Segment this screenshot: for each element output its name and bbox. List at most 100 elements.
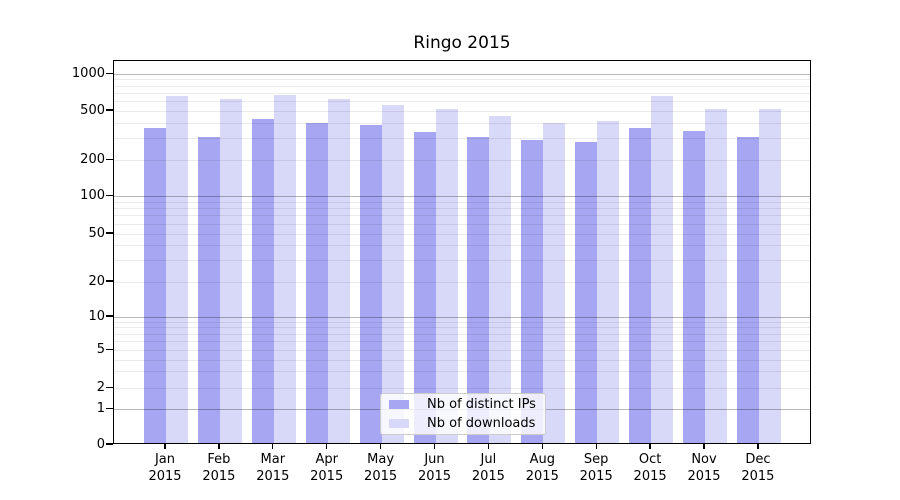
gridline-minor <box>114 260 810 262</box>
x-tick-label-may: May 2015 <box>364 452 398 484</box>
x-tick-label-dec: Dec 2015 <box>741 452 775 484</box>
x-tick-mark <box>272 444 274 449</box>
x-tick-mark <box>379 444 382 449</box>
gridline-major <box>114 316 810 318</box>
bar-ips-dec <box>736 136 759 443</box>
legend-item-downloads: Nb of downloads <box>381 414 545 433</box>
gridline-minor <box>114 110 810 112</box>
legend-label-downloads: Nb of downloads <box>427 416 536 431</box>
bar-downloads-apr <box>327 99 350 443</box>
gridline-major <box>114 73 810 75</box>
bar-downloads-mar <box>273 94 296 443</box>
plot-area: Nb of distinct IPs Nb of downloads <box>113 60 811 444</box>
x-tick-mark <box>757 444 759 449</box>
y-tick-mark <box>106 386 113 389</box>
x-tick-label-jul: Jul 2015 <box>471 452 505 484</box>
x-tick-mark <box>164 444 166 449</box>
bar-ips-mar <box>251 118 274 443</box>
gridline-minor <box>114 160 810 162</box>
legend: Nb of distinct IPs Nb of downloads <box>380 393 546 435</box>
gridline-minor <box>114 92 810 94</box>
gridline-minor <box>114 79 810 81</box>
chart-title: Ringo 2015 <box>413 33 511 53</box>
bar-ips-nov <box>683 130 705 443</box>
bar-downloads-dec <box>758 109 781 443</box>
x-tick-label-jan: Jan 2015 <box>148 452 182 484</box>
bar-downloads-sep <box>597 121 620 443</box>
gridline-minor <box>114 122 810 124</box>
legend-label-distinct-ips: Nb of distinct IPs <box>427 397 536 412</box>
y-tick-label: 1 <box>96 401 105 416</box>
x-tick-mark <box>218 444 220 449</box>
x-tick-label-sep: Sep 2015 <box>579 452 613 484</box>
x-tick-label-nov: Nov 2015 <box>687 452 721 484</box>
bar-downloads-aug <box>543 122 566 443</box>
gridline-minor <box>114 371 810 373</box>
legend-swatch-downloads <box>389 419 409 428</box>
bar-downloads-jun <box>435 109 458 443</box>
gridline-minor <box>114 85 810 87</box>
gridline-minor <box>114 223 810 225</box>
x-tick-mark <box>595 444 597 449</box>
gridline-minor <box>114 215 810 217</box>
bar-downloads-feb <box>219 98 242 443</box>
x-tick-mark <box>487 444 490 449</box>
x-tick-mark <box>433 444 436 449</box>
gridline-minor <box>114 341 810 343</box>
bar-ips-sep <box>575 142 598 443</box>
y-tick-label: 100 <box>80 188 105 204</box>
x-tick-mark <box>649 444 651 449</box>
y-tick-label: 5 <box>96 342 105 358</box>
gridline-minor <box>114 233 810 235</box>
y-tick-label: 20 <box>88 273 105 289</box>
y-tick-mark <box>106 407 113 410</box>
y-tick-mark <box>106 443 113 445</box>
gridline-minor <box>114 333 810 335</box>
gridline-minor <box>114 281 810 283</box>
gridline-minor <box>114 359 810 361</box>
y-tick-mark <box>106 349 113 351</box>
gridline-minor <box>114 321 810 323</box>
bars-layer <box>114 61 810 443</box>
y-tick-label: 500 <box>80 102 105 118</box>
x-tick-label-feb: Feb 2015 <box>202 452 236 484</box>
x-tick-label-jun: Jun 2015 <box>417 452 452 484</box>
x-tick-mark <box>326 444 328 449</box>
bar-ips-feb <box>197 136 220 443</box>
y-tick-label: 1000 <box>71 65 105 81</box>
y-tick-mark <box>106 315 113 317</box>
x-tick-mark <box>703 444 705 449</box>
bar-downloads-nov <box>705 108 727 443</box>
bar-ips-apr <box>305 122 328 443</box>
x-tick-label-apr: Apr 2015 <box>310 452 344 484</box>
x-tick-mark <box>541 444 543 449</box>
bar-downloads-oct <box>651 95 674 443</box>
gridline-minor <box>114 201 810 203</box>
y-tick-mark <box>106 195 113 197</box>
x-tick-label-mar: Mar 2015 <box>256 452 290 484</box>
bar-ips-jan <box>144 127 166 443</box>
y-tick-label: 200 <box>80 152 105 168</box>
y-tick-label: 50 <box>88 225 105 241</box>
bar-downloads-may <box>381 104 404 443</box>
y-tick-mark <box>106 109 113 111</box>
y-tick-mark <box>106 72 113 74</box>
bar-ips-oct <box>629 128 652 443</box>
gridline-minor <box>114 350 810 352</box>
y-tick-label: 10 <box>88 308 105 324</box>
gridline-minor <box>114 100 810 102</box>
y-tick-mark <box>106 159 113 161</box>
bar-ips-jul <box>467 136 490 443</box>
gridline-minor <box>114 245 810 247</box>
legend-item-distinct-ips: Nb of distinct IPs <box>381 395 545 414</box>
y-tick-mark <box>106 232 113 234</box>
bar-downloads-jul <box>489 115 512 443</box>
grid-layer <box>114 61 810 443</box>
y-tick-mark <box>106 280 113 282</box>
bar-downloads-jan <box>166 96 188 443</box>
y-tick-label: 0 <box>96 436 105 452</box>
x-tick-label-aug: Aug 2015 <box>525 452 559 484</box>
gridline-major <box>114 196 810 198</box>
gridline-minor <box>114 388 810 389</box>
